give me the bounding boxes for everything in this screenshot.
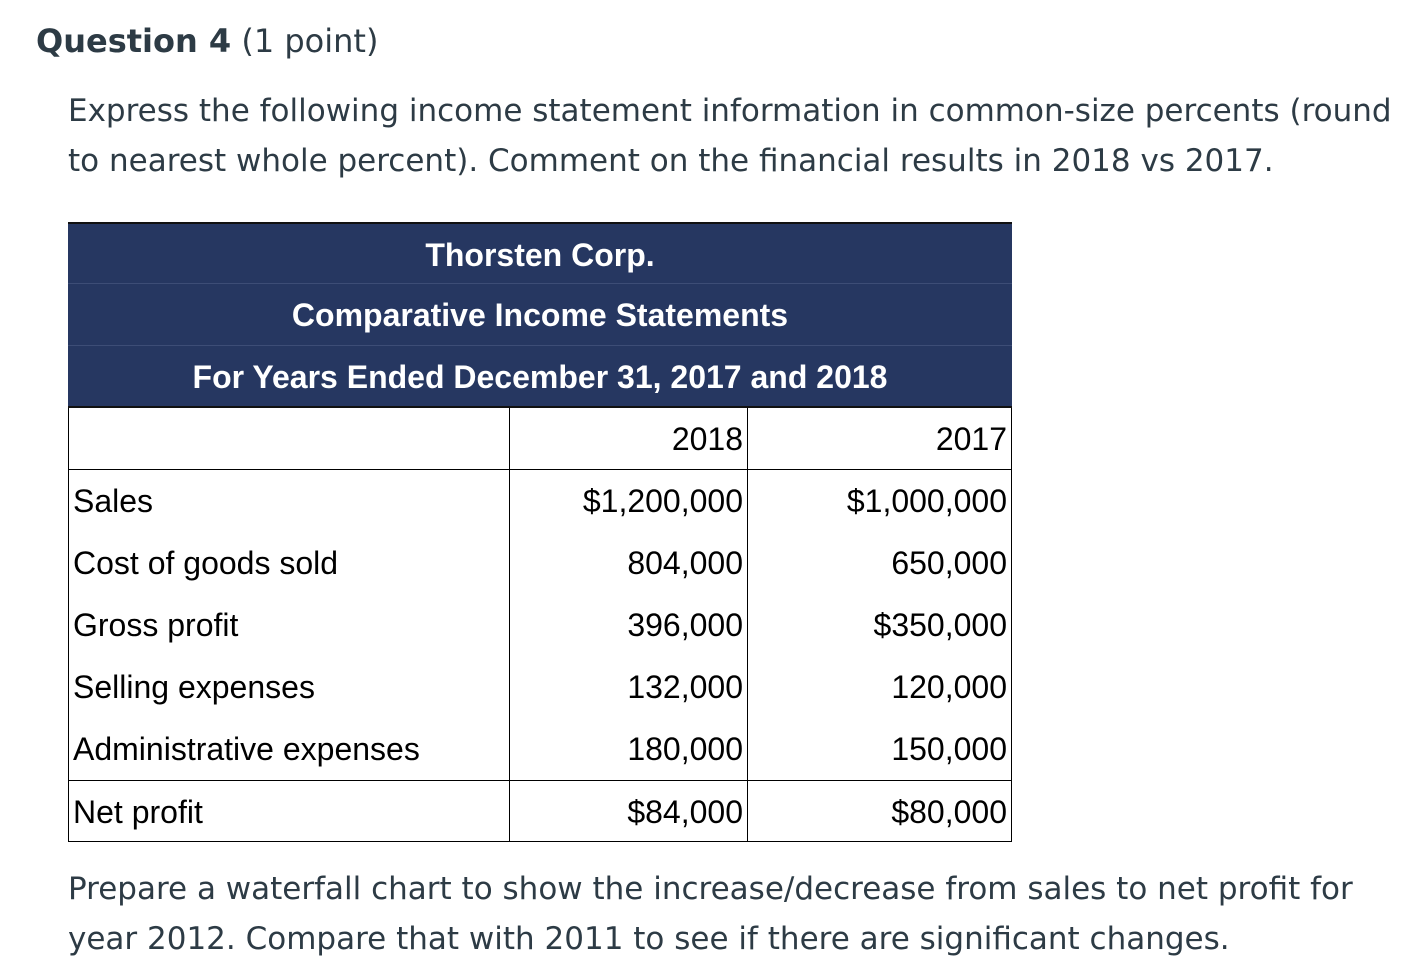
table-header-row: 2018 2017 <box>68 408 1012 470</box>
question-points: (1 point) <box>231 22 379 60</box>
row-value-2017: 150,000 <box>748 718 1012 780</box>
income-statement-table: Thorsten Corp. Comparative Income Statem… <box>68 222 1012 842</box>
row-label: Administrative expenses <box>68 718 510 780</box>
row-value-2018: 180,000 <box>510 718 748 780</box>
row-value-2018: $1,200,000 <box>510 470 748 532</box>
question-title: Question 4 <box>36 22 232 60</box>
statement-title: Comparative Income Statements <box>68 284 1012 346</box>
table-row: Cost of goods sold 804,000 650,000 <box>68 532 1012 594</box>
question-header: Question 4 (1 point) <box>36 20 378 62</box>
row-value-2017: 650,000 <box>748 532 1012 594</box>
table-row: Sales $1,200,000 $1,000,000 <box>68 470 1012 532</box>
row-value-2017: $80,000 <box>748 780 1012 842</box>
row-label: Net profit <box>68 780 510 842</box>
table-row-net-profit: Net profit $84,000 $80,000 <box>68 780 1012 842</box>
table-row: Gross profit 396,000 $350,000 <box>68 594 1012 656</box>
row-value-2018: 804,000 <box>510 532 748 594</box>
table-row: Selling expenses 132,000 120,000 <box>68 656 1012 718</box>
row-label: Sales <box>68 470 510 532</box>
column-header-2017: 2017 <box>748 408 1012 470</box>
row-label: Gross profit <box>68 594 510 656</box>
row-value-2018: $84,000 <box>510 780 748 842</box>
row-value-2017: 120,000 <box>748 656 1012 718</box>
row-label: Cost of goods sold <box>68 532 510 594</box>
statement-period: For Years Ended December 31, 2017 and 20… <box>68 346 1012 408</box>
row-label: Selling expenses <box>68 656 510 718</box>
column-header-2018: 2018 <box>510 408 748 470</box>
table-row: Administrative expenses 180,000 150,000 <box>68 718 1012 780</box>
question-prompt: Express the following income statement i… <box>68 93 1392 179</box>
row-value-2017: $350,000 <box>748 594 1012 656</box>
row-value-2018: 132,000 <box>510 656 748 718</box>
statement-company: Thorsten Corp. <box>68 222 1012 284</box>
question-followup: Prepare a waterfall chart to show the in… <box>68 871 1353 957</box>
column-header-label <box>68 408 510 470</box>
row-value-2017: $1,000,000 <box>748 470 1012 532</box>
row-value-2018: 396,000 <box>510 594 748 656</box>
